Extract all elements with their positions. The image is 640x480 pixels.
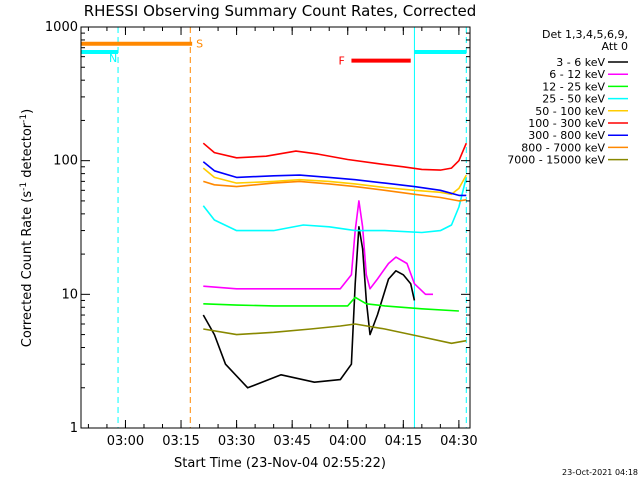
x-tick-label: 03:30	[218, 434, 255, 449]
x-axis-label: Start Time (23-Nov-04 02:55:22)	[174, 456, 386, 471]
plot-area: S N F	[80, 27, 468, 428]
y-tick-label: 1000	[45, 20, 78, 35]
legend-label: 7000 - 15000 keV	[507, 154, 605, 167]
x-tick-label: 03:00	[107, 434, 144, 449]
legend-label: 12 - 25 keV	[542, 80, 605, 93]
legend-label: 50 - 100 keV	[535, 105, 605, 118]
y-tick-label: 100	[53, 154, 78, 169]
legend-header-line2: Att 0	[602, 40, 628, 53]
series-line-3	[203, 296, 459, 312]
legend-label: 800 - 7000 keV	[521, 141, 605, 154]
y-axis-label: Corrected Count Rate (s-1 detector-1)	[19, 109, 35, 347]
legend-label: 6 - 12 keV	[549, 68, 605, 81]
series-line-8	[203, 180, 467, 202]
series-line-6	[202, 142, 468, 171]
plot-frame	[80, 26, 471, 429]
flag-label-n: N	[109, 52, 117, 65]
chart-title: RHESSI Observing Summary Count Rates, Co…	[84, 2, 477, 20]
x-tick-label: 03:45	[273, 434, 310, 449]
x-tick-label: 04:30	[440, 434, 477, 449]
x-axis: 03:00 03:15 03:30 03:45 04:00 04:15 04:30	[87, 27, 478, 449]
series-line-2	[203, 200, 433, 296]
flag-label-s: S	[196, 38, 203, 51]
x-tick-label: 04:00	[329, 434, 366, 449]
series-line-5	[202, 167, 467, 196]
y-tick-label: 1	[70, 421, 78, 436]
flag-label-f: F	[338, 55, 344, 68]
timestamp: 23-Oct-2021 04:18	[562, 468, 638, 477]
legend-label: 25 - 50 keV	[542, 93, 605, 106]
legend-label: 3 - 6 keV	[556, 56, 605, 69]
x-tick-label: 03:15	[162, 434, 199, 449]
x-tick-label: 04:15	[385, 434, 422, 449]
legend-label: 100 - 300 keV	[528, 117, 605, 130]
series-line-9	[203, 323, 467, 345]
y-tick-label: 10	[61, 287, 78, 302]
legend-header-line1: Det 1,3,4,5,6,9,	[542, 28, 628, 41]
series-line-1	[202, 226, 416, 389]
series-line-7	[202, 161, 467, 197]
y-axis: 1 10 100 1000	[45, 20, 470, 436]
series-line-4	[202, 177, 468, 234]
legend-label: 300 - 800 keV	[528, 129, 605, 142]
